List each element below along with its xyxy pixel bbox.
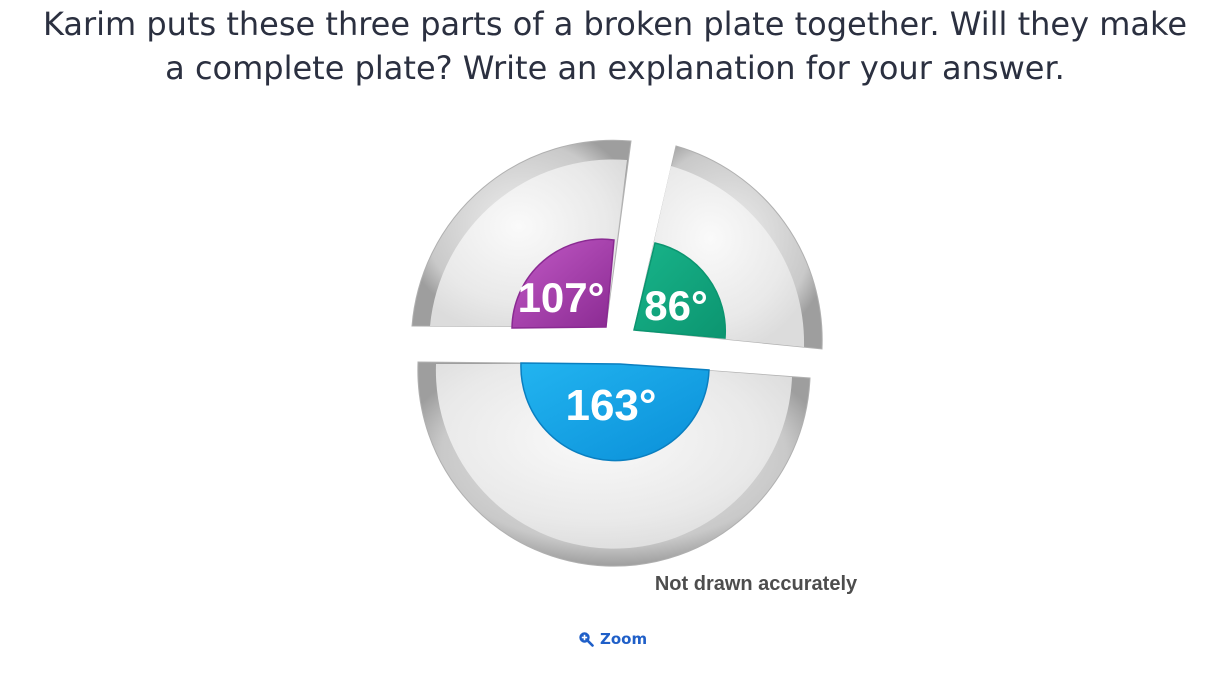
question-line-1: Karim puts these three parts of a broken…: [42, 5, 1188, 43]
plate-piece-86: 86°: [633, 145, 823, 350]
angle-label-86: 86°: [644, 282, 708, 329]
angle-label-163: 163°: [565, 381, 656, 430]
zoom-in-icon: [578, 631, 594, 647]
angle-sector-163: [520, 362, 710, 462]
not-drawn-accurately-note: Not drawn accurately: [655, 573, 858, 595]
zoom-button[interactable]: Zoom: [578, 630, 647, 648]
plate-piece-107: 107°: [411, 139, 632, 329]
angle-sector-86: [633, 242, 727, 339]
angle-sector-107: [511, 238, 615, 329]
plate-piece-163: 163°: [417, 361, 811, 567]
question-text: Karim puts these three parts of a broken…: [0, 2, 1230, 90]
angle-label-107: 107°: [518, 274, 605, 321]
zoom-label: Zoom: [600, 630, 648, 648]
question-line-2: a complete plate? Write an explanation f…: [165, 49, 1065, 87]
